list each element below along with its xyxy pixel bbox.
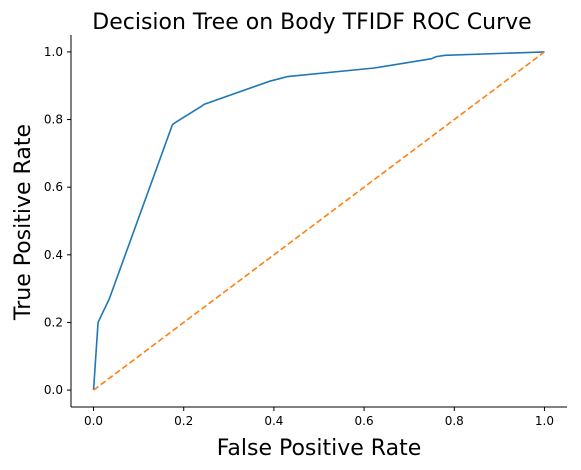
x-tick-label: 0.0 (84, 414, 103, 428)
x-tick-label: 0.8 (445, 414, 464, 428)
x-tick-label: 0.6 (355, 414, 374, 428)
y-tick-label: 0.2 (44, 315, 63, 329)
x-tick-label: 1.0 (535, 414, 554, 428)
y-tick-label: 0.4 (44, 248, 63, 262)
plot-area: 0.0 0.2 0.4 0.6 0.8 1.0 0.0 0.2 0.4 0.6 0.8 1.0 (44, 35, 567, 428)
x-tick-label: 0.4 (264, 414, 283, 428)
y-axis-label: True Positive Rate (11, 124, 36, 321)
x-axis-label: False Positive Rate (217, 436, 421, 461)
y-tick-label: 0.8 (44, 113, 63, 127)
y-tick-label: 0.6 (44, 180, 63, 194)
x-tick-label: 0.2 (174, 414, 193, 428)
y-tick-label: 0.0 (44, 383, 63, 397)
chart-title: Decision Tree on Body TFIDF ROC Curve (92, 10, 531, 35)
y-tick-label: 1.0 (44, 45, 63, 59)
chance-diagonal-line (93, 51, 545, 391)
roc-curve-line (92, 51, 545, 391)
